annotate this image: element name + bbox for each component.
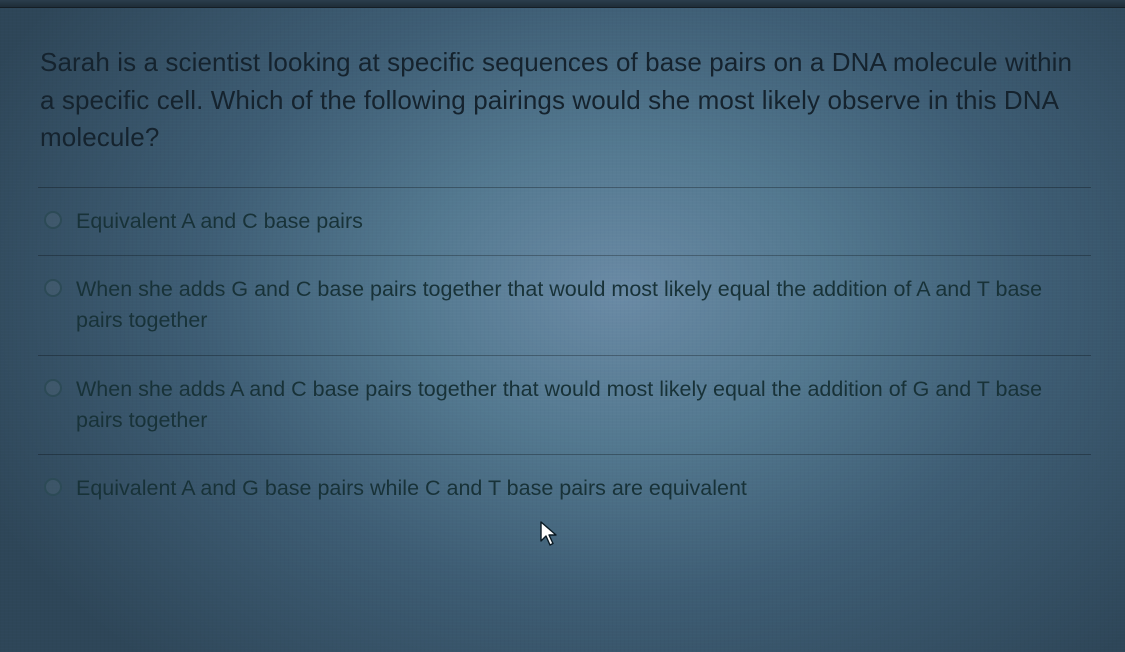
- option-label: When she adds G and C base pairs togethe…: [76, 274, 1083, 336]
- option-row[interactable]: Equivalent A and G base pairs while C an…: [38, 454, 1091, 522]
- option-row[interactable]: When she adds A and C base pairs togethe…: [38, 355, 1091, 454]
- option-row[interactable]: Equivalent A and C base pairs: [38, 187, 1091, 255]
- question-text: Sarah is a scientist looking at specific…: [38, 44, 1091, 181]
- window-top-trim: [0, 0, 1125, 8]
- option-label: Equivalent A and C base pairs: [76, 206, 1083, 237]
- question-card: Sarah is a scientist looking at specific…: [12, 12, 1117, 612]
- radio-icon[interactable]: [44, 379, 62, 397]
- option-label: When she adds A and C base pairs togethe…: [76, 374, 1083, 436]
- radio-icon[interactable]: [44, 279, 62, 297]
- radio-icon[interactable]: [44, 211, 62, 229]
- option-label: Equivalent A and G base pairs while C an…: [76, 473, 1083, 504]
- option-row[interactable]: When she adds G and C base pairs togethe…: [38, 255, 1091, 354]
- options-group: Equivalent A and C base pairs When she a…: [38, 187, 1091, 522]
- radio-icon[interactable]: [44, 478, 62, 496]
